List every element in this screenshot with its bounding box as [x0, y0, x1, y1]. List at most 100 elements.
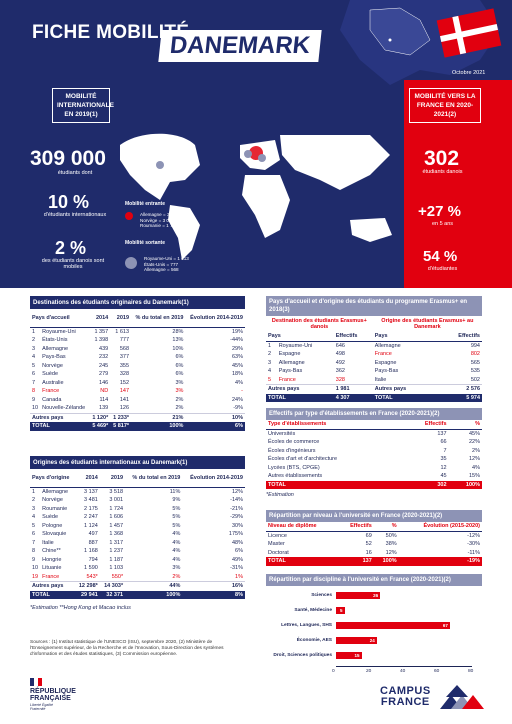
- table-cell: 30%: [231, 522, 243, 529]
- table-cell: 19: [32, 573, 39, 580]
- table-cell: 1 237: [109, 548, 124, 554]
- sources-note: Sources : (1) Institut statistique de l'…: [30, 640, 224, 658]
- table-row: 9 Canada 114 141 2% 24%: [30, 396, 245, 405]
- col-header: Pays d'origine: [30, 469, 75, 488]
- table-cell: Pays-Bas: [278, 368, 303, 374]
- table-cell: Roumanie: [42, 505, 68, 512]
- table-cell: 1 398: [94, 337, 109, 343]
- table-row: 4 Pays-Bas 362 Pays-Bas 535: [266, 367, 482, 376]
- erasmus-right-head: Origine des étudiants Erasmus+ au Danema…: [381, 318, 474, 330]
- col-header: Effectifs: [338, 522, 374, 532]
- table-cell: 13%: [172, 337, 184, 343]
- other-row: Autres pays 1 120* 1 233* 21% 10%: [30, 412, 245, 422]
- erasmus-table: Destination des étudiants Erasmus+ danoi…: [266, 316, 482, 402]
- table-cell: Allemagne: [278, 359, 305, 366]
- table-cell: 14 303*: [99, 581, 126, 591]
- bar: 26: [336, 592, 381, 599]
- table-cell: Universités: [268, 430, 296, 437]
- table-row: 9 Hongrie 794 1 187 4% 49%: [30, 556, 245, 565]
- table-cell: 777: [119, 337, 130, 343]
- table-row: 3 Allemagne 492 Espagne 565: [266, 359, 482, 368]
- table-cell: -12%: [467, 532, 480, 539]
- col-header: %: [373, 522, 399, 532]
- table-cell: 3 518: [109, 488, 124, 495]
- growth-value: +27 %: [418, 203, 461, 220]
- table-cell: Autres pays: [30, 581, 75, 591]
- table-cell: Allemagne: [42, 488, 69, 495]
- table-row: Écoles d'art et d'architecture 35 12%: [266, 455, 482, 464]
- incoming-line: Allemagne = 3 518: [140, 212, 179, 217]
- col-header: Effectifs: [333, 332, 373, 342]
- table-cell: 7: [32, 539, 36, 546]
- table-cell: Chine**: [42, 548, 61, 554]
- table-cell: 5: [268, 376, 272, 383]
- table-cell: 9: [32, 396, 36, 403]
- outgoing-title: Mobilité sortante: [125, 240, 166, 246]
- table-cell: Nouvelle-Zélande: [42, 405, 86, 411]
- discipline-chart: Sciences 26 Santé, Médecine 5 Lettres, Langu…: [266, 592, 482, 682]
- table-cell: 1 590: [84, 565, 98, 571]
- outgoing-legend-dot: [125, 257, 137, 269]
- table-cell: 5: [32, 522, 36, 529]
- table-cell: 802: [470, 351, 480, 357]
- table-cell: 139: [99, 405, 109, 411]
- intl-mobility-badge: MOBILITÉ INTERNATIONALE EN 2019(1): [52, 88, 114, 123]
- other-row: Autres pays 1 981 Autres pays 2 576: [266, 384, 482, 394]
- table-cell: 21%: [131, 412, 186, 422]
- col-header: 2019: [99, 469, 126, 488]
- col-header: Effectifs: [436, 332, 482, 342]
- total-row: TOTAL 137 100% -19%: [266, 557, 482, 566]
- col-header: Niveau de diplôme: [266, 522, 339, 532]
- rf-motto: Liberté Égalité Fraternité: [30, 703, 53, 711]
- table-cell: 5 974: [436, 393, 482, 402]
- table-cell: 4%: [172, 531, 181, 537]
- col-header: 2019: [110, 309, 132, 328]
- table-cell: 10%: [172, 345, 184, 352]
- discipline-section: Répartition par discipline à l'universit…: [266, 574, 482, 682]
- table-cell: 16%: [182, 581, 245, 591]
- col-header: Pays: [372, 332, 437, 342]
- table-cell: 3: [268, 359, 272, 366]
- table-cell: 175%: [228, 531, 243, 537]
- outgoing-line: États-Unis = 777: [144, 261, 179, 267]
- table-cell: France: [42, 573, 60, 580]
- table-cell: 18%: [231, 371, 243, 377]
- table-cell: 63%: [231, 354, 243, 360]
- table-row: 3 Allemagne 439 568 10% 29%: [30, 345, 245, 354]
- rf-line1: RÉPUBLIQUE: [30, 688, 76, 695]
- other-row: Autres pays 12 298* 14 303* 44% 16%: [30, 581, 245, 591]
- table-cell: 4: [268, 368, 272, 374]
- table-cell: 4%: [172, 539, 181, 546]
- level-section: Répartition par niveau à l'université en…: [266, 510, 482, 566]
- growth-label: en 5 ans: [431, 221, 454, 227]
- table-cell: 245: [99, 362, 109, 369]
- incoming-list: Allemagne = 3 518 Norvège = 3 001 Rouman…: [140, 212, 178, 229]
- table-cell: 6%: [175, 354, 184, 360]
- table-cell: 543*: [86, 573, 98, 580]
- table-cell: 5: [32, 362, 36, 369]
- table-cell: Espagne: [278, 351, 301, 357]
- campus-france-mark-icon: [440, 685, 484, 709]
- table-cell: 1 613: [115, 328, 130, 335]
- table-cell: 6: [32, 531, 36, 537]
- table-row: 1 Royaume-Uni 646 Allemagne 994: [266, 341, 482, 350]
- table-row: 2 Norvège 3 481 3 001 9% -14%: [30, 496, 245, 505]
- level-title: Répartition par niveau à l'université en…: [266, 510, 482, 522]
- table-cell: 3: [32, 345, 36, 352]
- danish-students-value: 302: [424, 147, 460, 170]
- table-cell: 2%: [175, 405, 184, 411]
- table-cell: 6%: [235, 548, 243, 554]
- table-row: 7 Australie 146 152 3% 4%: [30, 379, 245, 388]
- table-cell: 2: [268, 351, 272, 357]
- marianne-icon: [30, 678, 42, 686]
- table-cell: Lituanie: [42, 565, 62, 571]
- table-cell: 2%: [175, 396, 184, 403]
- table-cell: -19%: [398, 557, 482, 566]
- table-cell: TOTAL: [266, 557, 339, 566]
- table-cell: -31%: [230, 565, 243, 571]
- bar: 24: [336, 637, 377, 644]
- world-map: [120, 133, 392, 260]
- france-mobility-panel: [404, 80, 512, 288]
- table-cell: -44%: [230, 337, 243, 343]
- table-cell: 3 137: [84, 488, 98, 495]
